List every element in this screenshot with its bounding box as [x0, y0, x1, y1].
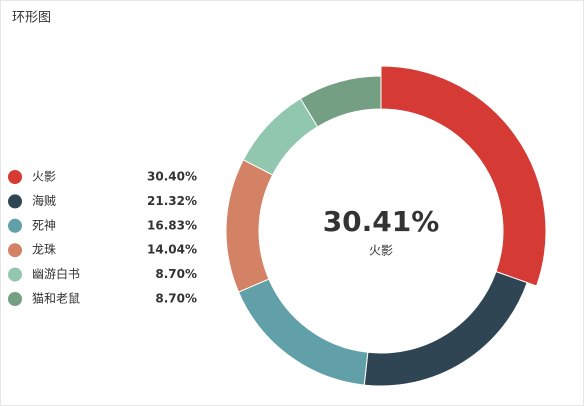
legend-label[interactable]: 猫和老鼠 [32, 292, 80, 306]
legend-marker[interactable] [8, 267, 22, 282]
legend-marker[interactable] [8, 170, 22, 184]
legend-value: 14.04% [147, 243, 197, 257]
donut-slice[interactable] [299, 75, 382, 128]
legend-value: 8.70% [155, 267, 197, 281]
legend-label[interactable]: 火影 [32, 170, 56, 184]
legend-marker[interactable] [8, 194, 22, 209]
legend-value: 30.40% [147, 170, 197, 184]
legend-marker[interactable] [8, 218, 22, 233]
legend-value: 21.32% [147, 194, 197, 208]
legend-label[interactable]: 死神 [32, 218, 56, 232]
chart-title: 环形图 [12, 11, 51, 26]
center-name: 火影 [369, 244, 393, 258]
center-value: 30.41% [323, 205, 440, 238]
legend-label[interactable]: 幽游白书 [32, 266, 80, 281]
legend-label[interactable]: 海贼 [32, 193, 56, 208]
legend-marker[interactable] [8, 243, 22, 258]
legend-value: 16.83% [147, 218, 197, 232]
donut-slice[interactable] [380, 65, 547, 287]
legend-label[interactable]: 龙珠 [32, 243, 56, 257]
legend-value: 8.70% [155, 292, 197, 306]
legend-marker[interactable] [8, 292, 22, 306]
